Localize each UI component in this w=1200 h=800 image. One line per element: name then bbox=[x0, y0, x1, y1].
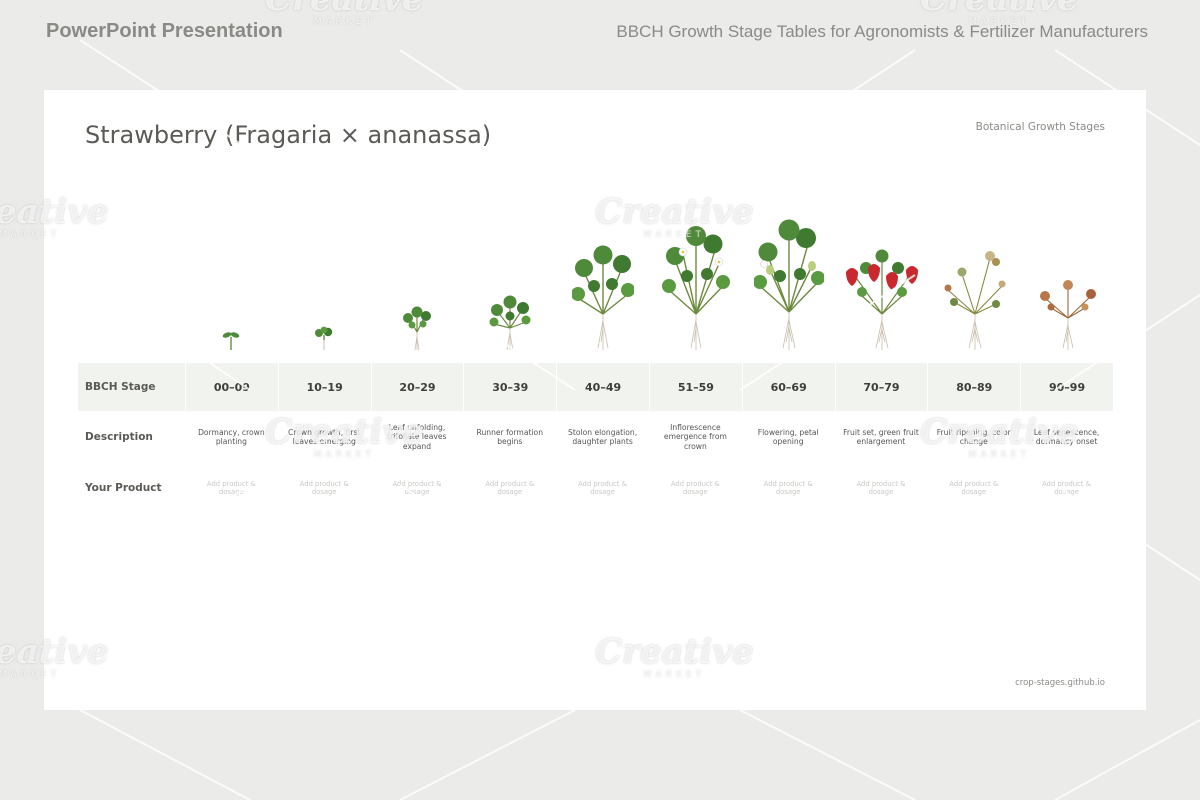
slide: Strawberry (Fragaria × ananassa) Botanic… bbox=[44, 90, 1146, 710]
growth-stage-table: BBCH Stage 00–09 10–19 20–29 30–39 40–49… bbox=[78, 363, 1113, 513]
plant-stage-1 bbox=[185, 190, 277, 350]
product-placeholder[interactable]: Add product & dosage bbox=[299, 479, 349, 496]
plant-stage-6 bbox=[650, 190, 742, 350]
stage-description: Fruit ripening, color change bbox=[936, 427, 1011, 446]
presentation-label: PowerPoint Presentation bbox=[46, 20, 283, 42]
flowering-plant-icon bbox=[754, 219, 824, 350]
stage-code: 10–19 bbox=[277, 363, 371, 411]
slide-subtitle: Botanical Growth Stages bbox=[975, 121, 1105, 133]
product-placeholder[interactable]: Add product & dosage bbox=[578, 479, 628, 496]
stage-code: 70–79 bbox=[834, 363, 928, 411]
stage-description: Runner formation begins bbox=[476, 427, 544, 446]
stage-code: 40–49 bbox=[556, 363, 649, 411]
plant-stage-9 bbox=[929, 190, 1021, 350]
stage-code: 60–69 bbox=[741, 363, 835, 411]
stage-description: Leaf senescence, dormancy onset bbox=[1033, 427, 1100, 446]
plant-stage-8 bbox=[836, 190, 928, 350]
plant-stage-4 bbox=[464, 190, 556, 350]
young-plant-icon bbox=[315, 326, 333, 350]
product-placeholder[interactable]: Add product & dosage bbox=[670, 479, 720, 496]
slide-title: Strawberry (Fragaria × ananassa) bbox=[85, 121, 492, 149]
product-title: BBCH Growth Stage Tables for Agronomists… bbox=[616, 22, 1148, 41]
seedling-icon bbox=[222, 332, 240, 350]
product-placeholder[interactable]: Add product & dosage bbox=[763, 479, 813, 496]
product-placeholder[interactable]: Add product & dosage bbox=[485, 479, 535, 496]
plant-stage-5 bbox=[557, 190, 649, 350]
product-placeholder[interactable]: Add product & dosage bbox=[949, 479, 999, 496]
stage-code: 51–59 bbox=[648, 363, 742, 411]
stage-description: Fruit set, green fruit enlargement bbox=[843, 427, 919, 446]
row-label-description: Description bbox=[85, 431, 153, 443]
product-placeholder[interactable]: Add product & dosage bbox=[856, 479, 906, 496]
plant-stage-3 bbox=[371, 190, 463, 350]
row-your-product: Your Product Add product & dosage Add pr… bbox=[78, 463, 1113, 513]
senescent-plant-icon bbox=[1040, 280, 1096, 350]
row-description: Description Dormancy, crown planting Cro… bbox=[78, 411, 1113, 463]
row-label-bbch-stage: BBCH Stage bbox=[85, 381, 156, 393]
stage-description: Inflorescence emergence from crown bbox=[663, 422, 727, 451]
stage-description: Leaf unfolding, trifoliate leaves expand bbox=[387, 422, 447, 451]
runner-plant-icon bbox=[489, 295, 531, 350]
stage-code: 20–29 bbox=[370, 363, 464, 411]
inflorescence-plant-icon bbox=[662, 226, 730, 350]
product-placeholder[interactable]: Add product & dosage bbox=[1042, 479, 1092, 496]
product-placeholder[interactable]: Add product & dosage bbox=[206, 479, 256, 496]
stage-code: 90–99 bbox=[1020, 363, 1113, 411]
plant-stage-7 bbox=[743, 190, 835, 350]
row-bbch-stage: BBCH Stage 00–09 10–19 20–29 30–39 40–49… bbox=[78, 363, 1113, 411]
plant-stage-10 bbox=[1022, 190, 1114, 350]
trifoliate-plant-icon bbox=[403, 306, 431, 350]
stage-description: Dormancy, crown planting bbox=[198, 427, 265, 446]
stage-code: 00–09 bbox=[185, 363, 278, 411]
slide-footer-url: crop-stages.github.io bbox=[1015, 678, 1105, 688]
stage-description: Crown growth, first leaves emerging bbox=[287, 427, 361, 446]
product-placeholder[interactable]: Add product & dosage bbox=[392, 479, 442, 496]
plant-stage-2 bbox=[278, 190, 370, 350]
stage-code: 30–39 bbox=[463, 363, 556, 411]
ripening-plant-icon bbox=[944, 251, 1006, 350]
row-label-your-product: Your Product bbox=[85, 482, 162, 494]
stage-description: Flowering, petal opening bbox=[757, 427, 819, 446]
fruiting-plant-icon bbox=[846, 249, 918, 350]
stage-description: Stolon elongation, daughter plants bbox=[568, 427, 638, 446]
plant-illustrations bbox=[185, 190, 1113, 350]
stolon-plant-icon bbox=[572, 245, 634, 350]
stage-code: 80–89 bbox=[927, 363, 1020, 411]
